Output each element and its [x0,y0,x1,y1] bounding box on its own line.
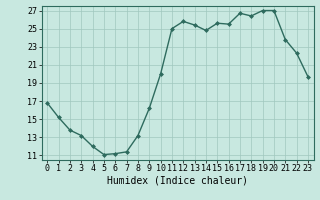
X-axis label: Humidex (Indice chaleur): Humidex (Indice chaleur) [107,176,248,186]
